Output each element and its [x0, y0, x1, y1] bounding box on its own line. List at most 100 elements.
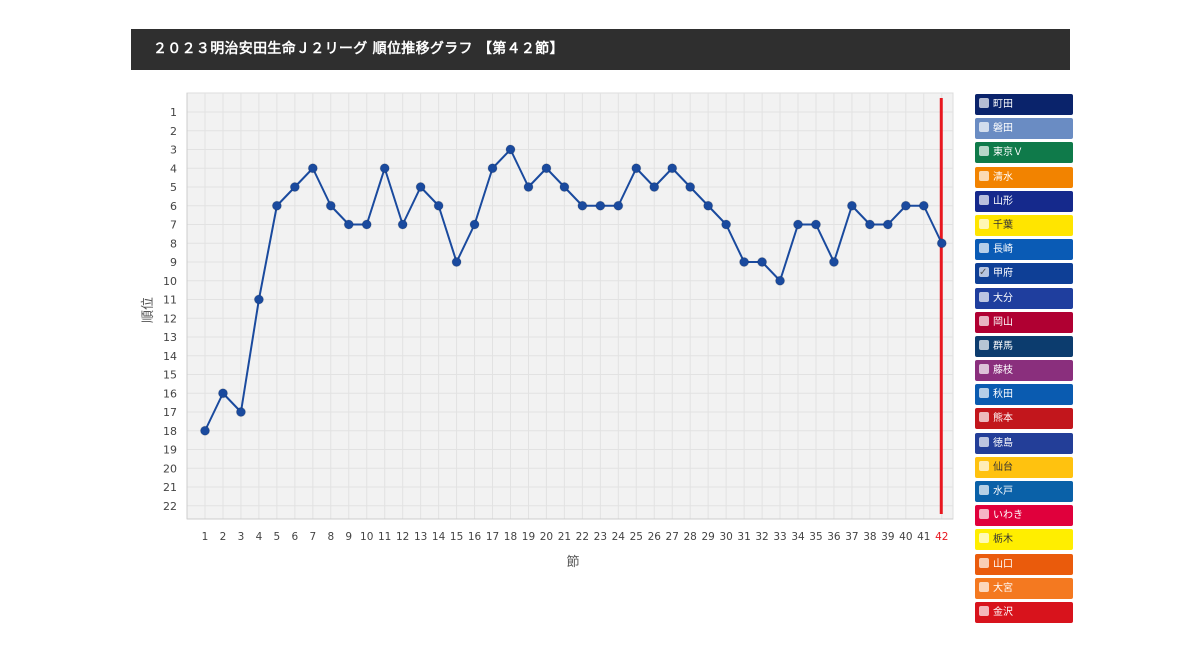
legend-checkbox[interactable] — [979, 485, 989, 495]
legend-checkbox[interactable] — [979, 339, 989, 350]
legend-item[interactable]: 清水 — [975, 166, 1073, 188]
y-tick-label: 3 — [170, 144, 177, 157]
legend-checkbox[interactable] — [979, 557, 989, 568]
legend-item[interactable]: 仙台 — [975, 456, 1073, 478]
legend-item[interactable]: 磐田 — [975, 118, 1073, 140]
legend-checkbox[interactable] — [979, 436, 989, 447]
legend-item[interactable]: 水戸 — [975, 481, 1073, 502]
data-point — [541, 163, 552, 174]
data-point — [469, 219, 480, 230]
legend-checkbox[interactable] — [979, 263, 989, 283]
x-tick-label: 8 — [327, 531, 334, 543]
legend-item[interactable]: 徳島 — [975, 432, 1073, 454]
legend-checkbox[interactable] — [979, 194, 989, 205]
legend-checkbox[interactable] — [979, 291, 989, 302]
legend-label: 大宮 — [993, 582, 1013, 594]
legend-item[interactable]: 大宮 — [975, 577, 1073, 599]
legend-checkbox[interactable] — [979, 122, 989, 133]
y-tick-label: 7 — [170, 219, 177, 232]
data-point — [775, 275, 786, 286]
x-tick-label: 28 — [684, 531, 697, 543]
data-point — [577, 200, 588, 211]
x-tick-label: 32 — [755, 531, 768, 543]
data-point — [415, 182, 426, 192]
data-point — [379, 163, 390, 174]
y-tick-label: 15 — [163, 369, 177, 382]
data-point — [397, 219, 408, 230]
data-point — [793, 219, 804, 230]
x-tick-label: 29 — [701, 531, 714, 543]
legend-label: 仙台 — [993, 461, 1013, 473]
y-tick-label: 14 — [163, 350, 177, 363]
y-tick-label: 12 — [163, 312, 177, 325]
plot-area — [186, 92, 954, 520]
data-point — [217, 388, 228, 399]
legend-item[interactable]: 山形 — [975, 190, 1073, 212]
legend-label: 磐田 — [993, 123, 1013, 135]
legend-label: 甲府 — [993, 268, 1013, 280]
data-point — [451, 257, 462, 267]
data-point — [900, 200, 911, 211]
data-point — [613, 200, 624, 211]
x-tick-label: 6 — [292, 531, 299, 543]
data-point — [846, 200, 857, 211]
legend-item[interactable]: 金沢 — [975, 601, 1073, 623]
x-tick-label: 16 — [468, 531, 482, 543]
legend-label: 金沢 — [993, 606, 1013, 618]
legend-item[interactable]: 東京Ｖ — [975, 142, 1073, 164]
legend-item[interactable]: 甲府 — [975, 263, 1073, 285]
x-tick-label: 19 — [522, 531, 535, 543]
legend-item[interactable]: 藤枝 — [975, 360, 1073, 382]
data-point — [559, 182, 570, 192]
x-tick-label: 24 — [612, 531, 626, 543]
legend-item[interactable]: 秋田 — [975, 384, 1073, 406]
y-tick-label: 17 — [163, 406, 177, 419]
legend-item[interactable]: 長崎 — [975, 239, 1073, 261]
legend-checkbox[interactable] — [979, 605, 989, 616]
legend-item[interactable]: 岡山 — [975, 311, 1073, 333]
legend-item[interactable]: 栃木 — [975, 529, 1073, 551]
legend-checkbox[interactable] — [979, 388, 989, 399]
legend-checkbox[interactable] — [979, 412, 989, 423]
legend-item[interactable]: いわき — [975, 505, 1073, 527]
legend-item[interactable]: 千葉 — [975, 214, 1073, 236]
legend-item[interactable]: 熊本 — [975, 408, 1073, 430]
x-tick-label: 42 — [935, 531, 948, 543]
legend-item[interactable]: 群馬 — [975, 335, 1073, 357]
x-tick-label: 38 — [863, 531, 876, 543]
legend-checkbox[interactable] — [979, 581, 989, 592]
x-tick-label: 18 — [504, 531, 517, 543]
legend-checkbox[interactable] — [979, 509, 989, 520]
y-axis-title: 順位 — [141, 297, 156, 323]
legend-label: 徳島 — [993, 437, 1013, 449]
data-point — [721, 219, 732, 230]
y-tick-label: 16 — [163, 387, 177, 400]
legend-label: 岡山 — [993, 316, 1013, 328]
legend-checkbox[interactable] — [979, 146, 989, 157]
data-point — [757, 257, 768, 267]
legend-checkbox[interactable] — [979, 243, 989, 254]
y-tick-label: 22 — [163, 500, 177, 513]
y-tick-label: 6 — [170, 200, 177, 213]
legend-label: 大分 — [993, 292, 1013, 304]
x-tick-label: 34 — [791, 531, 805, 543]
data-point — [433, 200, 444, 211]
legend-item[interactable]: 大分 — [975, 287, 1073, 309]
y-tick-label: 2 — [170, 125, 177, 138]
legend-checkbox[interactable] — [979, 460, 989, 471]
y-tick-label: 18 — [163, 425, 177, 438]
y-tick-label: 21 — [163, 481, 177, 494]
legend-item[interactable]: 山口 — [975, 553, 1073, 575]
legend-checkbox[interactable] — [979, 98, 989, 108]
legend-item[interactable]: 町田 — [975, 94, 1073, 115]
legend-checkbox[interactable] — [979, 364, 989, 375]
legend-checkbox[interactable] — [979, 218, 989, 229]
legend-checkbox[interactable] — [979, 170, 989, 181]
data-point — [595, 200, 606, 211]
x-tick-label: 26 — [648, 531, 662, 543]
data-point — [864, 219, 875, 230]
legend-checkbox[interactable] — [979, 533, 989, 544]
legend-checkbox[interactable] — [979, 315, 989, 326]
x-tick-label: 10 — [360, 531, 373, 543]
